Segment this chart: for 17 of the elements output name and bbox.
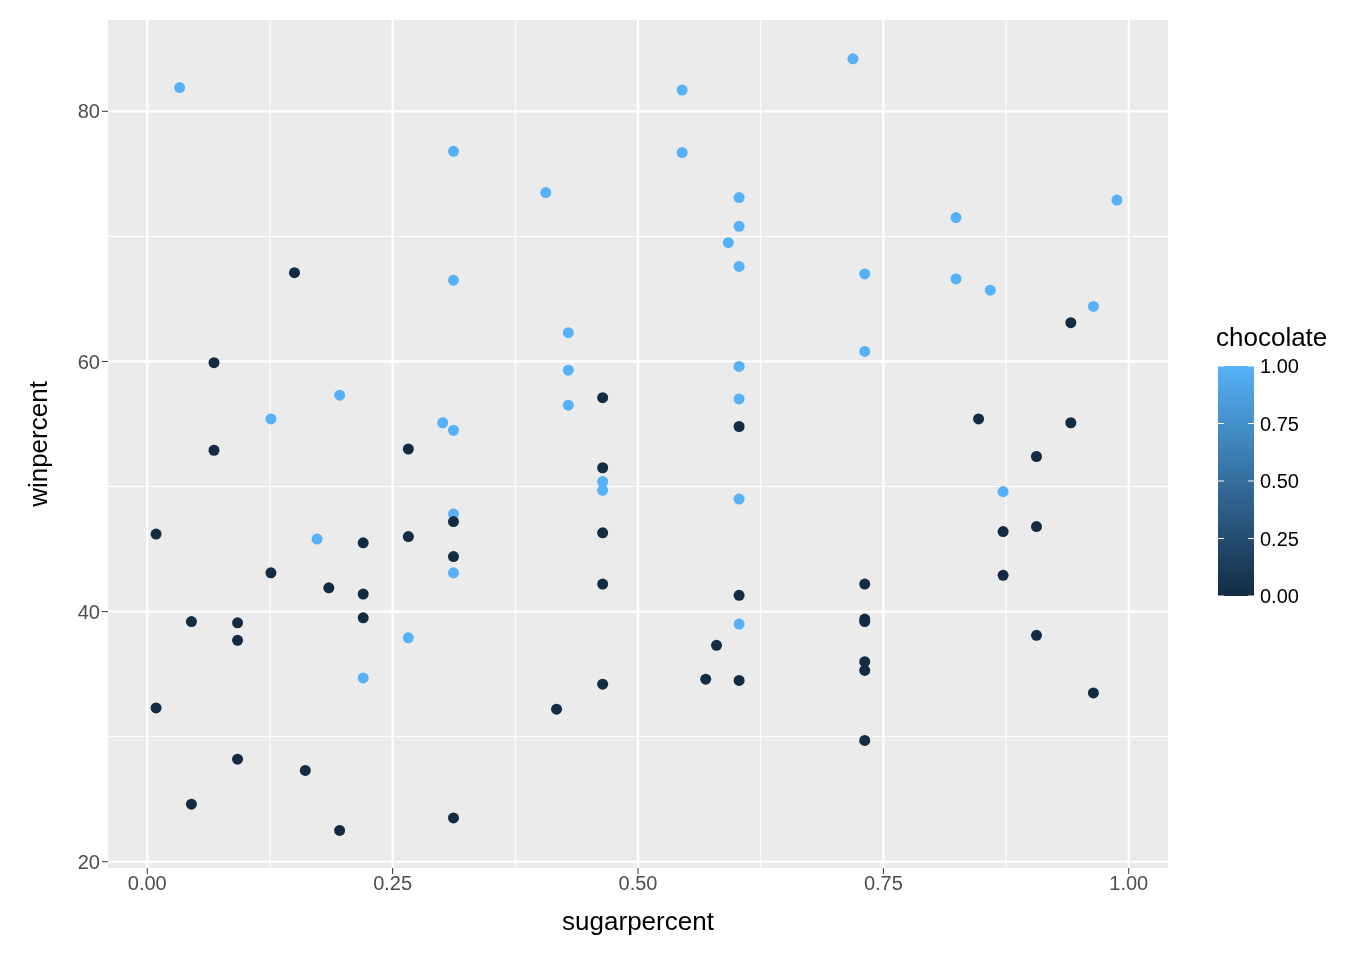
y-axis-title: winpercent [23, 380, 54, 508]
color-bar-label: 0.25 [1260, 527, 1299, 550]
color-bar-label: 0.50 [1260, 470, 1299, 492]
color-bar-label: 1.00 [1260, 355, 1299, 377]
y-tick-label: 20 [77, 850, 100, 873]
x-axis-title: sugarpercent [562, 906, 715, 936]
y-tick-label: 80 [77, 100, 100, 123]
y-tick-label: 40 [77, 600, 100, 623]
color-bar-title: chocolate [1216, 322, 1328, 352]
color-bar-label: 0.75 [1260, 412, 1299, 435]
x-tick-label: 0.75 [863, 872, 903, 895]
x-tick-label: 1.00 [1109, 872, 1149, 895]
y-tick-label: 60 [77, 350, 100, 373]
x-tick-label: 0.00 [127, 872, 167, 895]
color-bar-label: 0.00 [1260, 585, 1299, 607]
x-tick-label: 0.50 [618, 872, 658, 895]
x-tick-label: 0.25 [373, 872, 413, 895]
